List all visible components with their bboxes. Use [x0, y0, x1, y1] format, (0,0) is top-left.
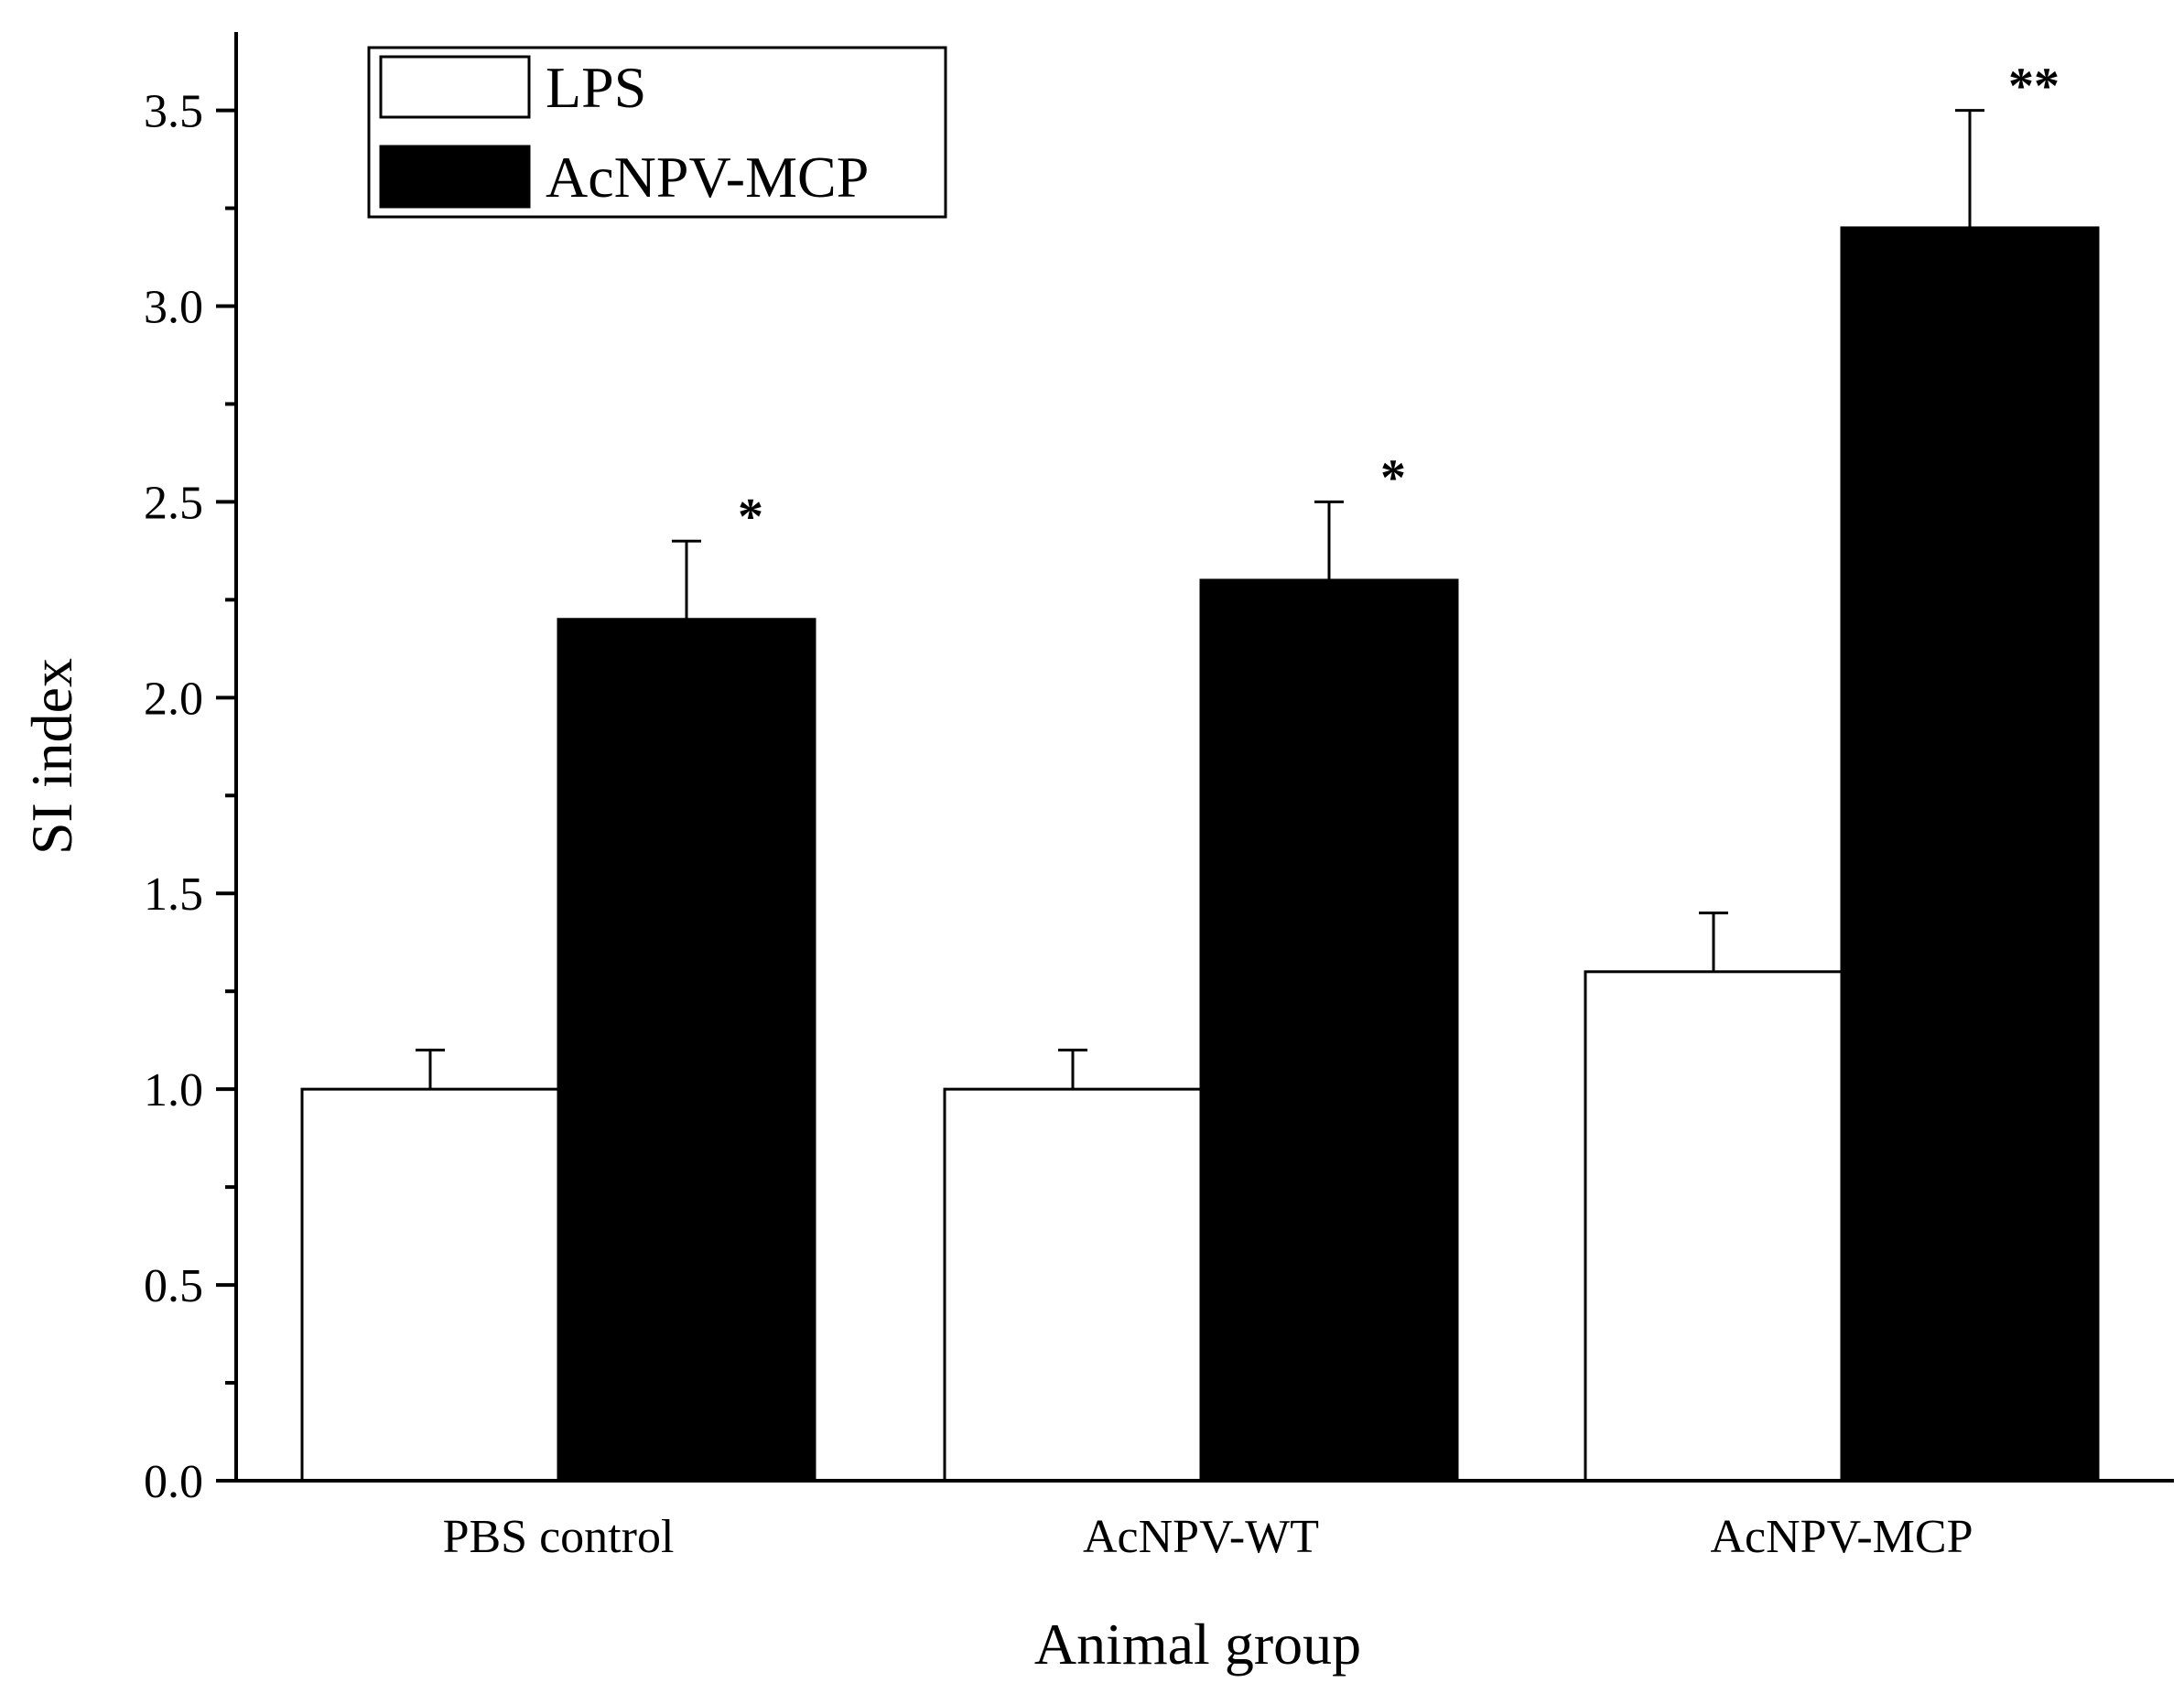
- significance-marker: **: [2008, 59, 2060, 115]
- x-ticks-layer: PBS control AcNPV-WT AcNPV-MCP: [443, 1511, 1973, 1563]
- y-tick-label: 2.0: [144, 673, 203, 725]
- y-tick-label: 3.5: [144, 86, 203, 138]
- x-tick-label: PBS control: [443, 1511, 675, 1563]
- bar-lps-2: [1584, 970, 1843, 1483]
- legend: LPS AcNPV-MCP: [367, 46, 947, 219]
- bar-lps-0: [300, 1087, 560, 1483]
- error-bars-layer: [416, 109, 1984, 1090]
- bar-acnpv-mcp-0: [557, 618, 816, 1483]
- axes-layer: [234, 32, 2174, 1483]
- significance-marker: *: [1380, 449, 1406, 506]
- y-tick-label: 3.0: [144, 281, 203, 333]
- x-tick-label: AcNPV-MCP: [1710, 1511, 1973, 1563]
- bars-layer: [300, 226, 2100, 1483]
- significance-marker: *: [738, 489, 763, 545]
- legend-label-lps: LPS: [546, 55, 646, 120]
- significance-layer: ****: [738, 59, 2060, 546]
- y-tick-label: 1.5: [144, 868, 203, 921]
- y-tick-label: 0.0: [144, 1456, 203, 1508]
- y-tick-label: 0.5: [144, 1260, 203, 1312]
- x-tick-label: AcNPV-WT: [1083, 1511, 1319, 1563]
- legend-swatch-acnpv-mcp: [379, 145, 531, 209]
- bar-acnpv-mcp-1: [1199, 578, 1459, 1483]
- legend-label-acnpv-mcp: AcNPV-MCP: [546, 145, 869, 210]
- y-axis-title: SI index: [19, 658, 84, 855]
- y-ticks-layer: 0.0 0.5 1.0 1.5 2.0 2.5 3.0 3.5: [144, 86, 236, 1508]
- legend-swatch-lps: [379, 55, 531, 119]
- y-tick-label: 2.5: [144, 477, 203, 529]
- y-tick-label: 1.0: [144, 1064, 203, 1116]
- x-axis-title: Animal group: [1034, 1612, 1361, 1677]
- bar-acnpv-mcp-2: [1840, 226, 2100, 1483]
- bar-lps-1: [943, 1087, 1203, 1483]
